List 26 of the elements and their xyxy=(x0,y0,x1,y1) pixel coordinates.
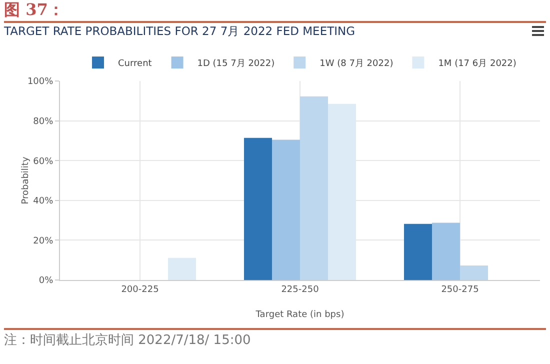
x-axis-title: Target Rate (in bps) xyxy=(254,310,344,320)
bar xyxy=(272,140,300,280)
bar xyxy=(404,224,432,280)
bar xyxy=(460,265,488,280)
y-tick-label: 0% xyxy=(38,276,54,286)
y-tick-label: 60% xyxy=(33,156,54,167)
chart-subtitle: TARGET RATE PROBABILITIES FOR 27 7月 2022 FED MEETING xyxy=(4,24,356,39)
x-tick-label: 225-250 xyxy=(281,284,320,295)
bar xyxy=(432,222,460,280)
x-tick-label: 200-225 xyxy=(121,284,159,295)
chart-title: 图 37： xyxy=(4,0,64,21)
legend-label: 1W (8 7月 2022) xyxy=(320,59,394,70)
text: 注：时间截止北京时间 2022/7/18/ 15:00 xyxy=(4,333,251,349)
y-tick-label: 20% xyxy=(33,236,54,246)
x-tick-label: 250-275 xyxy=(441,284,479,295)
y-tick-label: 100% xyxy=(27,77,54,88)
bar xyxy=(168,258,196,280)
y-tick-label: 40% xyxy=(33,196,54,207)
bar xyxy=(328,104,356,280)
legend-label: Current xyxy=(118,59,152,70)
y-tick-label: 80% xyxy=(33,116,54,127)
bar xyxy=(300,96,328,280)
y-axis-title: Probability xyxy=(21,156,32,204)
legend-label: 1D (15 7月 2022) xyxy=(197,59,275,70)
bar xyxy=(244,138,272,280)
legend-label: 1M (17 6月 2022) xyxy=(438,59,516,70)
